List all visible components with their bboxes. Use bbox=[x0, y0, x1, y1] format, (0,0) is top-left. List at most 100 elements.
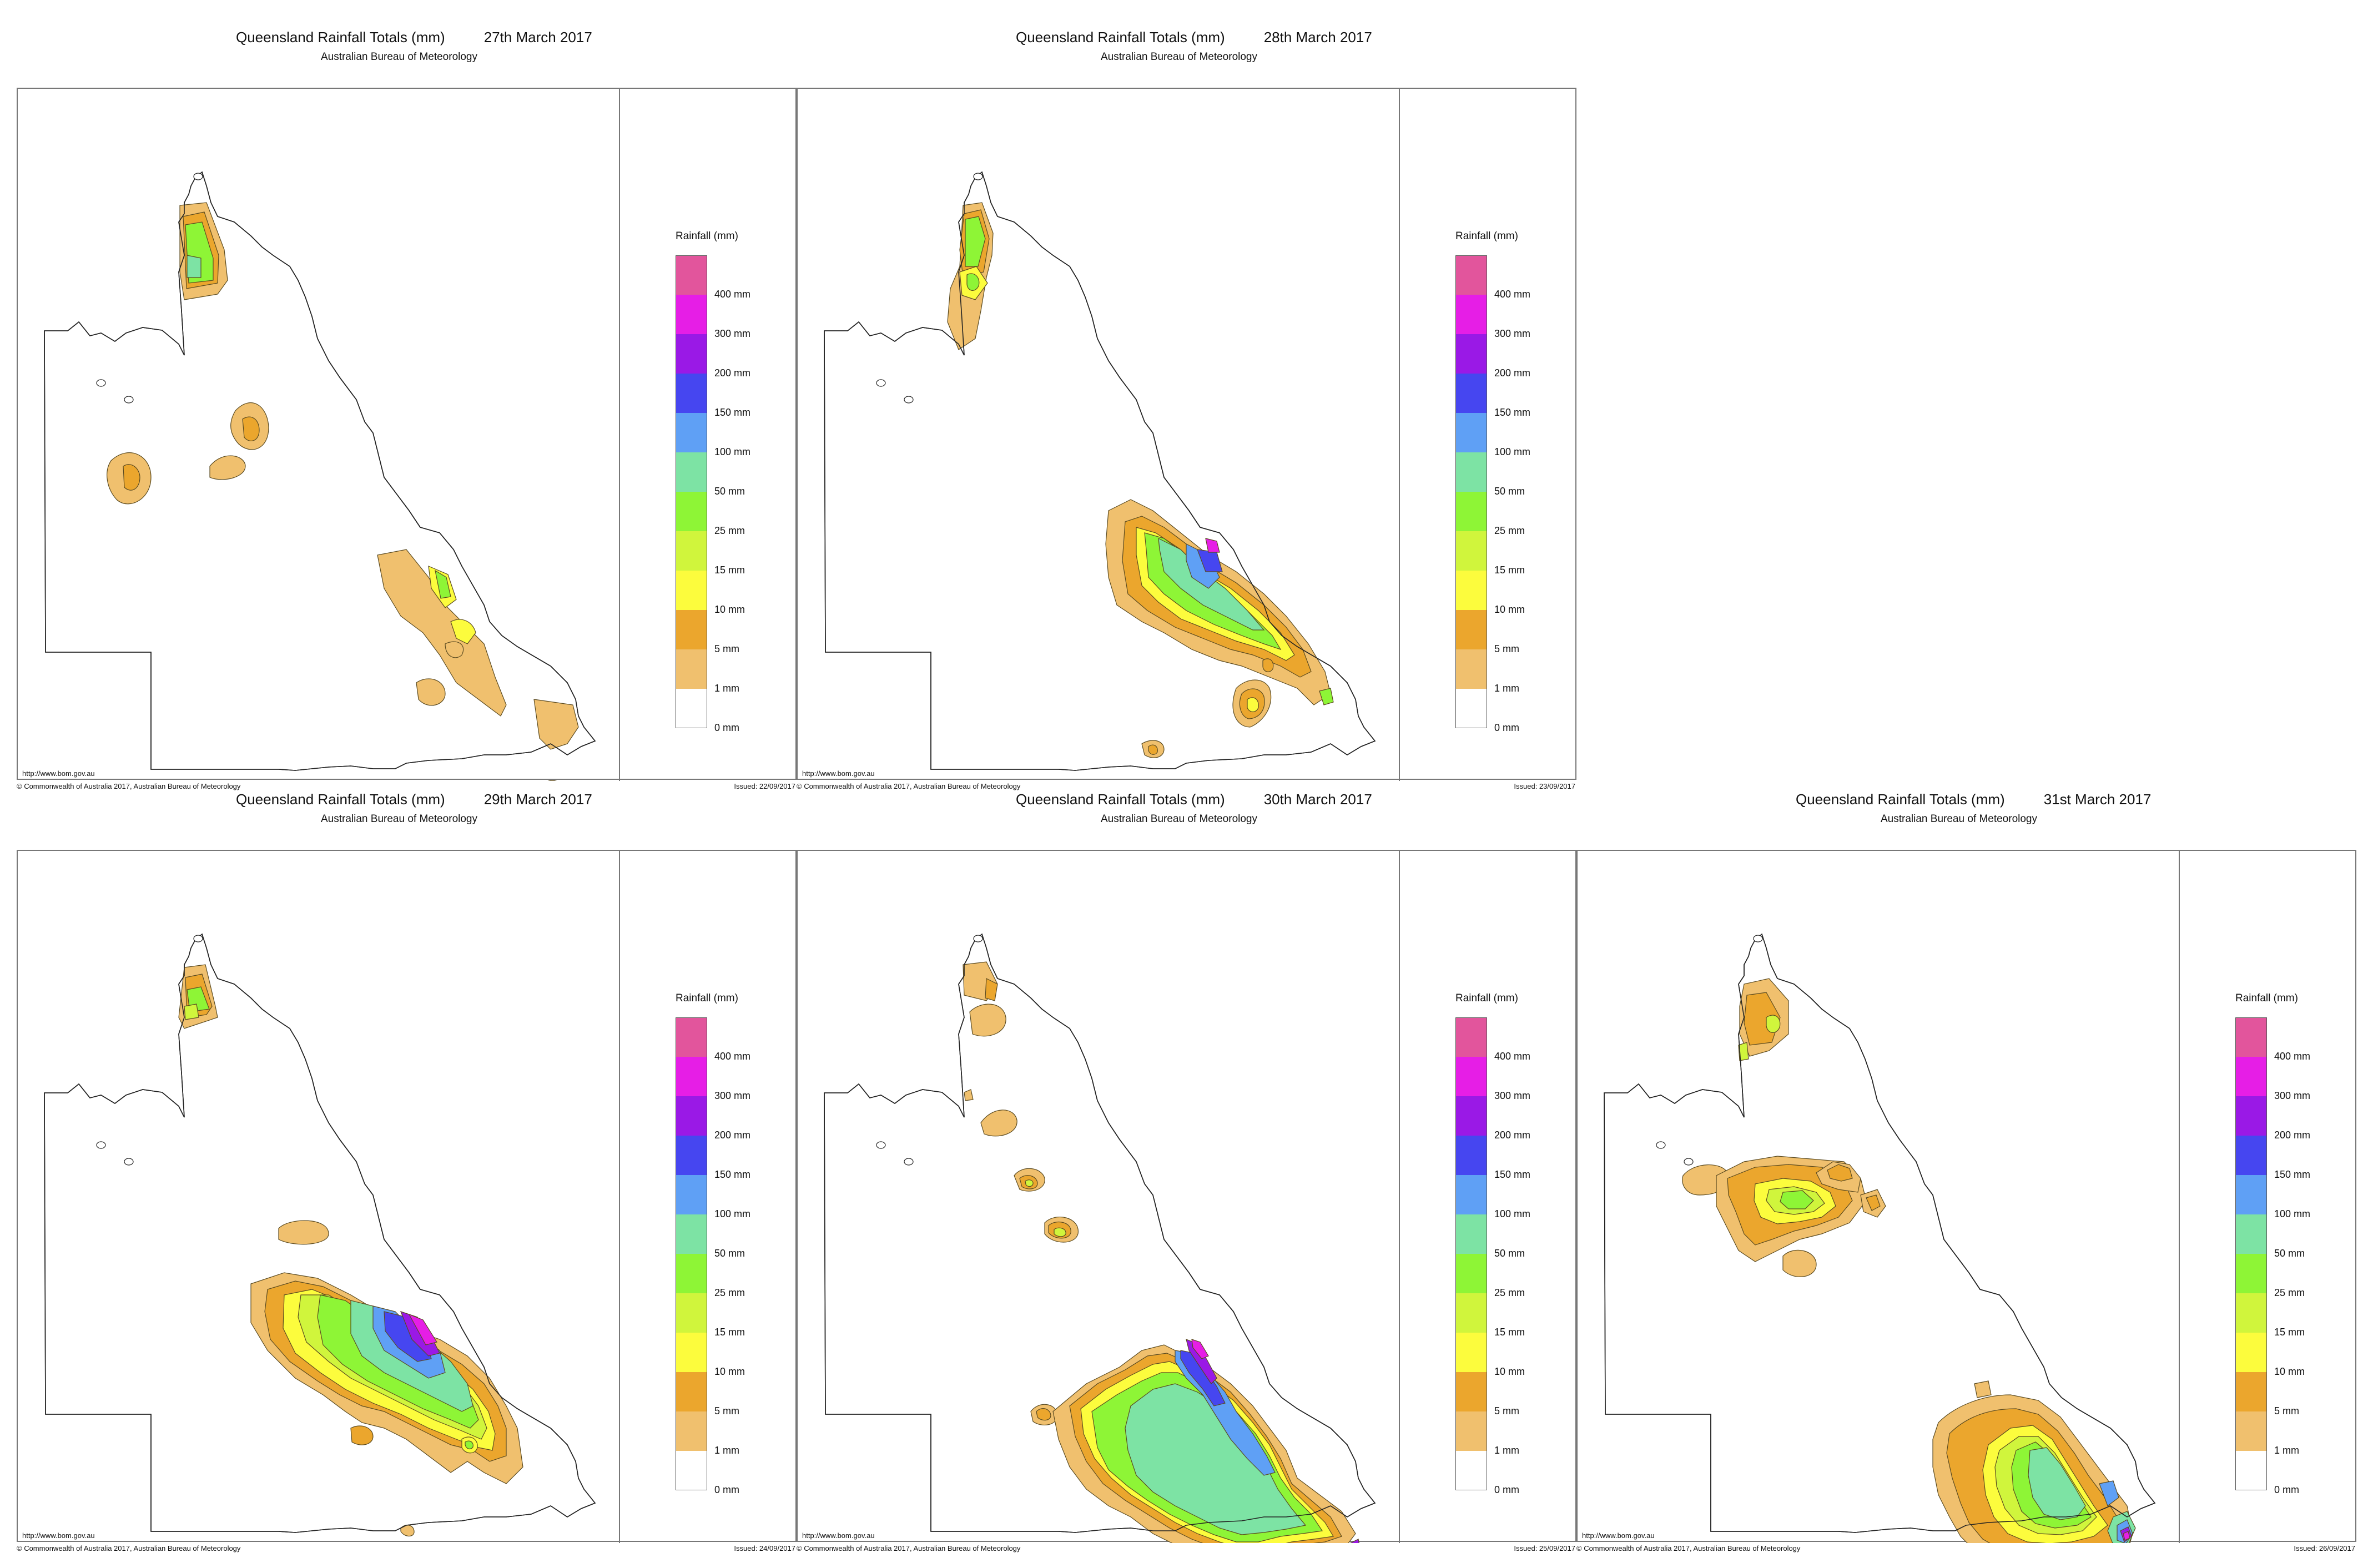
legend-swatch bbox=[676, 1333, 707, 1372]
legend-title: Rainfall (mm) bbox=[1455, 230, 1518, 242]
island bbox=[876, 1141, 886, 1149]
panel-subtitle: Australian Bureau of Meteorology bbox=[321, 51, 477, 63]
rainfall-contour bbox=[1780, 1190, 1814, 1209]
map-area: http://www.bom.gov.au bbox=[798, 851, 1400, 1543]
legend-swatch bbox=[676, 1175, 707, 1214]
rainfall-contour bbox=[1262, 658, 1274, 673]
rainfall-contour bbox=[1054, 1227, 1066, 1237]
legend-label: 100 mm bbox=[1494, 446, 1531, 457]
rainfall-contour bbox=[408, 1313, 437, 1345]
legend-label: 150 mm bbox=[714, 407, 751, 418]
legend-swatch bbox=[1455, 255, 1487, 295]
copyright-notice: © Commonwealth of Australia 2017, Austra… bbox=[17, 782, 241, 790]
legend-label: 150 mm bbox=[2274, 1169, 2311, 1180]
legend-swatch bbox=[1455, 1411, 1487, 1451]
legend-swatch bbox=[2235, 1175, 2267, 1214]
legend-label: 100 mm bbox=[2274, 1208, 2311, 1219]
legend-label: 25 mm bbox=[1494, 1287, 1525, 1298]
source-url: http://www.bom.gov.au bbox=[802, 769, 875, 778]
legend-title: Rainfall (mm) bbox=[676, 230, 738, 242]
legend-swatch bbox=[676, 413, 707, 452]
legend-swatch bbox=[1455, 1214, 1487, 1254]
legend-label: 100 mm bbox=[1494, 1208, 1531, 1219]
rainfall-contour bbox=[209, 455, 246, 480]
source-url: http://www.bom.gov.au bbox=[22, 769, 95, 778]
legend-swatch bbox=[676, 452, 707, 492]
rainfall-contour bbox=[1319, 688, 1334, 705]
legend-label: 200 mm bbox=[2274, 1130, 2311, 1141]
legend-swatch bbox=[1455, 334, 1487, 374]
legend-label: 50 mm bbox=[714, 1248, 745, 1259]
legend-label: 200 mm bbox=[714, 1130, 751, 1141]
legend-swatch bbox=[1455, 610, 1487, 649]
legend-label: 150 mm bbox=[1494, 1169, 1531, 1180]
legend-swatch bbox=[676, 1096, 707, 1136]
coastline bbox=[44, 933, 596, 1533]
queensland-rainfall-map bbox=[44, 933, 596, 1537]
rainfall-contour bbox=[123, 464, 140, 491]
source-url: http://www.bom.gov.au bbox=[1582, 1531, 1655, 1540]
legend-swatch bbox=[2235, 1214, 2267, 1254]
legend-swatch bbox=[1455, 689, 1487, 728]
legend-swatch bbox=[676, 1057, 707, 1096]
copyright-notice: © Commonwealth of Australia 2017, Austra… bbox=[797, 1544, 1021, 1552]
rainfall-contour bbox=[1148, 744, 1158, 755]
legend-label: 25 mm bbox=[714, 1287, 745, 1298]
legend-label: 15 mm bbox=[1494, 564, 1525, 576]
panel-title: Queensland Rainfall Totals (mm) 31st Marc… bbox=[1796, 791, 2152, 808]
coastline bbox=[44, 171, 596, 771]
rainfall-contour bbox=[965, 216, 986, 267]
legend-swatch bbox=[2235, 1057, 2267, 1096]
legend-swatch bbox=[1455, 413, 1487, 452]
legend-label: 5 mm bbox=[714, 643, 739, 654]
legend-swatch bbox=[1455, 531, 1487, 571]
rainfall-contour bbox=[435, 569, 451, 599]
rainfall-legend: Rainfall (mm) 400 mm 300 mm 200 mm 150 mm 100… bbox=[1400, 89, 1576, 780]
legend-swatch bbox=[676, 492, 707, 531]
panel-title: Queensland Rainfall Totals (mm) 29th Marc… bbox=[236, 791, 592, 808]
legend-swatch bbox=[676, 649, 707, 689]
legend-swatch bbox=[1455, 1057, 1487, 1096]
legend-label: 200 mm bbox=[714, 367, 751, 379]
legend-label: 200 mm bbox=[1494, 1130, 1531, 1141]
queensland-rainfall-map bbox=[1604, 933, 2156, 1543]
legend-swatch bbox=[1455, 1451, 1487, 1490]
legend-label: 15 mm bbox=[714, 564, 745, 576]
legend-swatch bbox=[676, 334, 707, 374]
legend-swatch bbox=[676, 1017, 707, 1057]
legend-label: 300 mm bbox=[714, 328, 751, 339]
legend-swatch bbox=[1455, 1136, 1487, 1175]
legend-swatch bbox=[676, 1451, 707, 1490]
legend-swatch bbox=[2235, 1451, 2267, 1490]
legend-label: 300 mm bbox=[714, 1090, 751, 1101]
rainfall-contour bbox=[1766, 1015, 1781, 1033]
legend-label: 0 mm bbox=[714, 1484, 739, 1495]
legend-swatch bbox=[1455, 1175, 1487, 1214]
legend-label: 15 mm bbox=[1494, 1327, 1525, 1338]
legend-title: Rainfall (mm) bbox=[1455, 992, 1518, 1004]
legend-label: 50 mm bbox=[1494, 486, 1525, 497]
legend-swatch bbox=[1455, 1293, 1487, 1333]
legend-label: 400 mm bbox=[714, 289, 751, 300]
issued-date: Issued: 25/09/2017 bbox=[1514, 1544, 1575, 1552]
island bbox=[96, 379, 106, 387]
legend-label: 50 mm bbox=[2274, 1248, 2305, 1259]
legend-swatch bbox=[676, 374, 707, 413]
rainfall-legend: Rainfall (mm) 400 mm 300 mm 200 mm 150 mm 100… bbox=[2180, 851, 2356, 1542]
legend-swatch bbox=[676, 1372, 707, 1411]
legend-swatch bbox=[2235, 1372, 2267, 1411]
legend-label: 10 mm bbox=[1494, 604, 1525, 615]
rainfall-contour bbox=[966, 273, 980, 291]
island bbox=[124, 1158, 134, 1166]
legend-label: 5 mm bbox=[714, 1405, 739, 1416]
legend-label: 10 mm bbox=[1494, 1366, 1525, 1377]
rainfall-contour bbox=[533, 699, 579, 750]
legend-swatch bbox=[1455, 452, 1487, 492]
map-area: http://www.bom.gov.au bbox=[18, 89, 620, 781]
rainfall-contour bbox=[445, 641, 464, 658]
issued-date: Issued: 23/09/2017 bbox=[1514, 782, 1575, 790]
panel-subtitle: Australian Bureau of Meteorology bbox=[321, 813, 477, 825]
rainfall-contour bbox=[184, 1004, 199, 1020]
panel-subtitle: Australian Bureau of Meteorology bbox=[1881, 813, 2037, 825]
rainfall-contour bbox=[1866, 1194, 1881, 1211]
